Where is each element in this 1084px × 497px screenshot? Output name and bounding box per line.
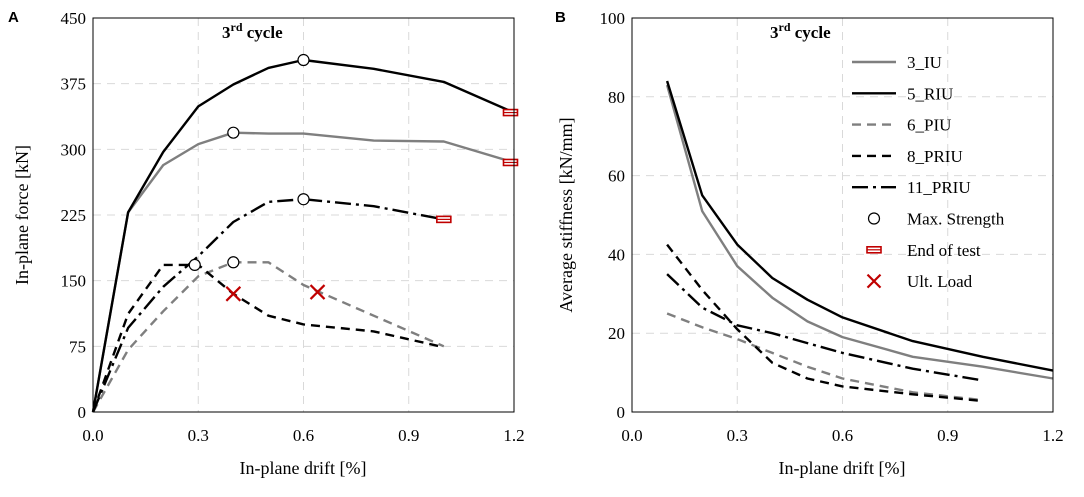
x-tick-label: 0.3 [188, 426, 209, 445]
panel-b-x-axis-title: In-plane drift [%] [779, 458, 906, 478]
panel-b-legend: 3_IU 5_RIU 6_PIU 8_PRIU 11_PRIU Max. Strength… [852, 53, 1005, 291]
legend-label: 3_IU [907, 53, 942, 72]
x-tick-label: 0.3 [727, 426, 748, 445]
legend-item-ult-load: Ult. Load [866, 272, 973, 291]
series-line-5-riu [91, 58, 515, 413]
ult-load-marker [309, 284, 326, 300]
panel-a-grid [93, 18, 514, 412]
legend-item-max-strength: Max. Strength [867, 210, 1005, 229]
y-tick-label: 450 [61, 9, 87, 28]
y-tick-label: 300 [61, 140, 87, 159]
legend-item-6-piu: 6_PIU [852, 116, 951, 135]
series-line-8-priu [91, 263, 445, 413]
panel-a-letter: A [8, 9, 19, 26]
panel-b-x-ticks: 0.0 0.3 0.6 0.9 1.2 [621, 426, 1063, 445]
max-strength-marker [227, 256, 240, 269]
panel-a-plot-frame [92, 17, 515, 413]
series-line-3-iu [91, 131, 515, 413]
x-tick-label: 1.2 [1042, 426, 1063, 445]
max-strength-marker [188, 258, 201, 272]
y-tick-label: 0 [78, 403, 87, 422]
legend-item-end-of-test: End of test [866, 241, 981, 260]
x-tick-label: 0.0 [82, 426, 103, 445]
panel-b-chart: B 0 20 40 60 80 100 0.0 0.3 0.6 0.9 1.2 3rd cycle… [555, 9, 1064, 478]
max-strength-marker [297, 53, 310, 67]
panel-a-x-ticks: 0.0 0.3 0.6 0.9 1.2 [82, 426, 524, 445]
panel-b-grid [632, 18, 1053, 412]
x-tick-label: 1.2 [503, 426, 524, 445]
max-strength-marker [297, 193, 310, 206]
x-tick-label: 0.9 [398, 426, 419, 445]
panel-a-x-axis-title: In-plane drift [%] [240, 458, 367, 478]
series-line-11-priu [91, 197, 445, 413]
y-tick-label: 80 [608, 88, 625, 107]
legend-label: End of test [907, 241, 981, 260]
y-tick-label: 20 [608, 324, 625, 343]
panel-b-series [665, 80, 1054, 403]
legend-swatch [867, 212, 881, 225]
panel-a-chart: A 0 75 150 225 300 375 450 0.0 0.3 0.6 0.9 1.2 3rd… [8, 9, 525, 478]
panel-b-y-ticks: 0 20 40 60 80 100 [600, 9, 626, 422]
series-line-3-iu [665, 84, 1054, 380]
ult-load-marker [225, 286, 242, 302]
legend-item-11-priu: 11_PRIU [852, 178, 971, 197]
y-tick-label: 60 [608, 167, 625, 186]
y-tick-label: 375 [61, 75, 87, 94]
legend-label: 5_RIU [907, 84, 953, 103]
x-tick-label: 0.6 [293, 426, 314, 445]
y-tick-label: 0 [617, 403, 626, 422]
max-strength-marker [227, 126, 240, 139]
legend-label: Max. Strength [907, 210, 1005, 229]
x-tick-label: 0.6 [832, 426, 853, 445]
y-tick-label: 225 [61, 206, 87, 225]
panel-b-plot-frame [631, 17, 1054, 413]
y-tick-label: 40 [608, 245, 625, 264]
legend-label: 11_PRIU [907, 178, 971, 197]
series-line-8-priu [666, 243, 983, 403]
legend-label: Ult. Load [907, 272, 973, 291]
y-tick-label: 150 [61, 272, 87, 291]
panel-b-letter: B [555, 9, 566, 26]
panel-a-markers [188, 53, 519, 302]
series-line-6-piu [91, 261, 445, 413]
x-tick-label: 0.9 [937, 426, 958, 445]
panel-b-y-axis-title: Average stiffness [kN/mm] [556, 117, 576, 312]
y-tick-label: 75 [69, 337, 86, 356]
legend-item-8-priu: 8_PRIU [852, 147, 963, 166]
y-tick-label: 100 [600, 9, 626, 28]
series-line-5-riu [665, 80, 1054, 372]
panel-a-title: 3rd cycle [222, 20, 283, 42]
legend-label: 8_PRIU [907, 147, 963, 166]
panel-a-y-axis-title: In-plane force [kN] [12, 145, 32, 285]
series-line-6-piu [666, 312, 983, 402]
legend-item-5-riu: 5_RIU [852, 84, 953, 103]
legend-item-3-iu: 3_IU [852, 53, 942, 72]
legend-label: 6_PIU [907, 116, 951, 135]
panel-a-y-ticks: 0 75 150 225 300 375 450 [61, 9, 87, 422]
x-tick-label: 0.0 [621, 426, 642, 445]
panel-b-title: 3rd cycle [770, 20, 831, 42]
